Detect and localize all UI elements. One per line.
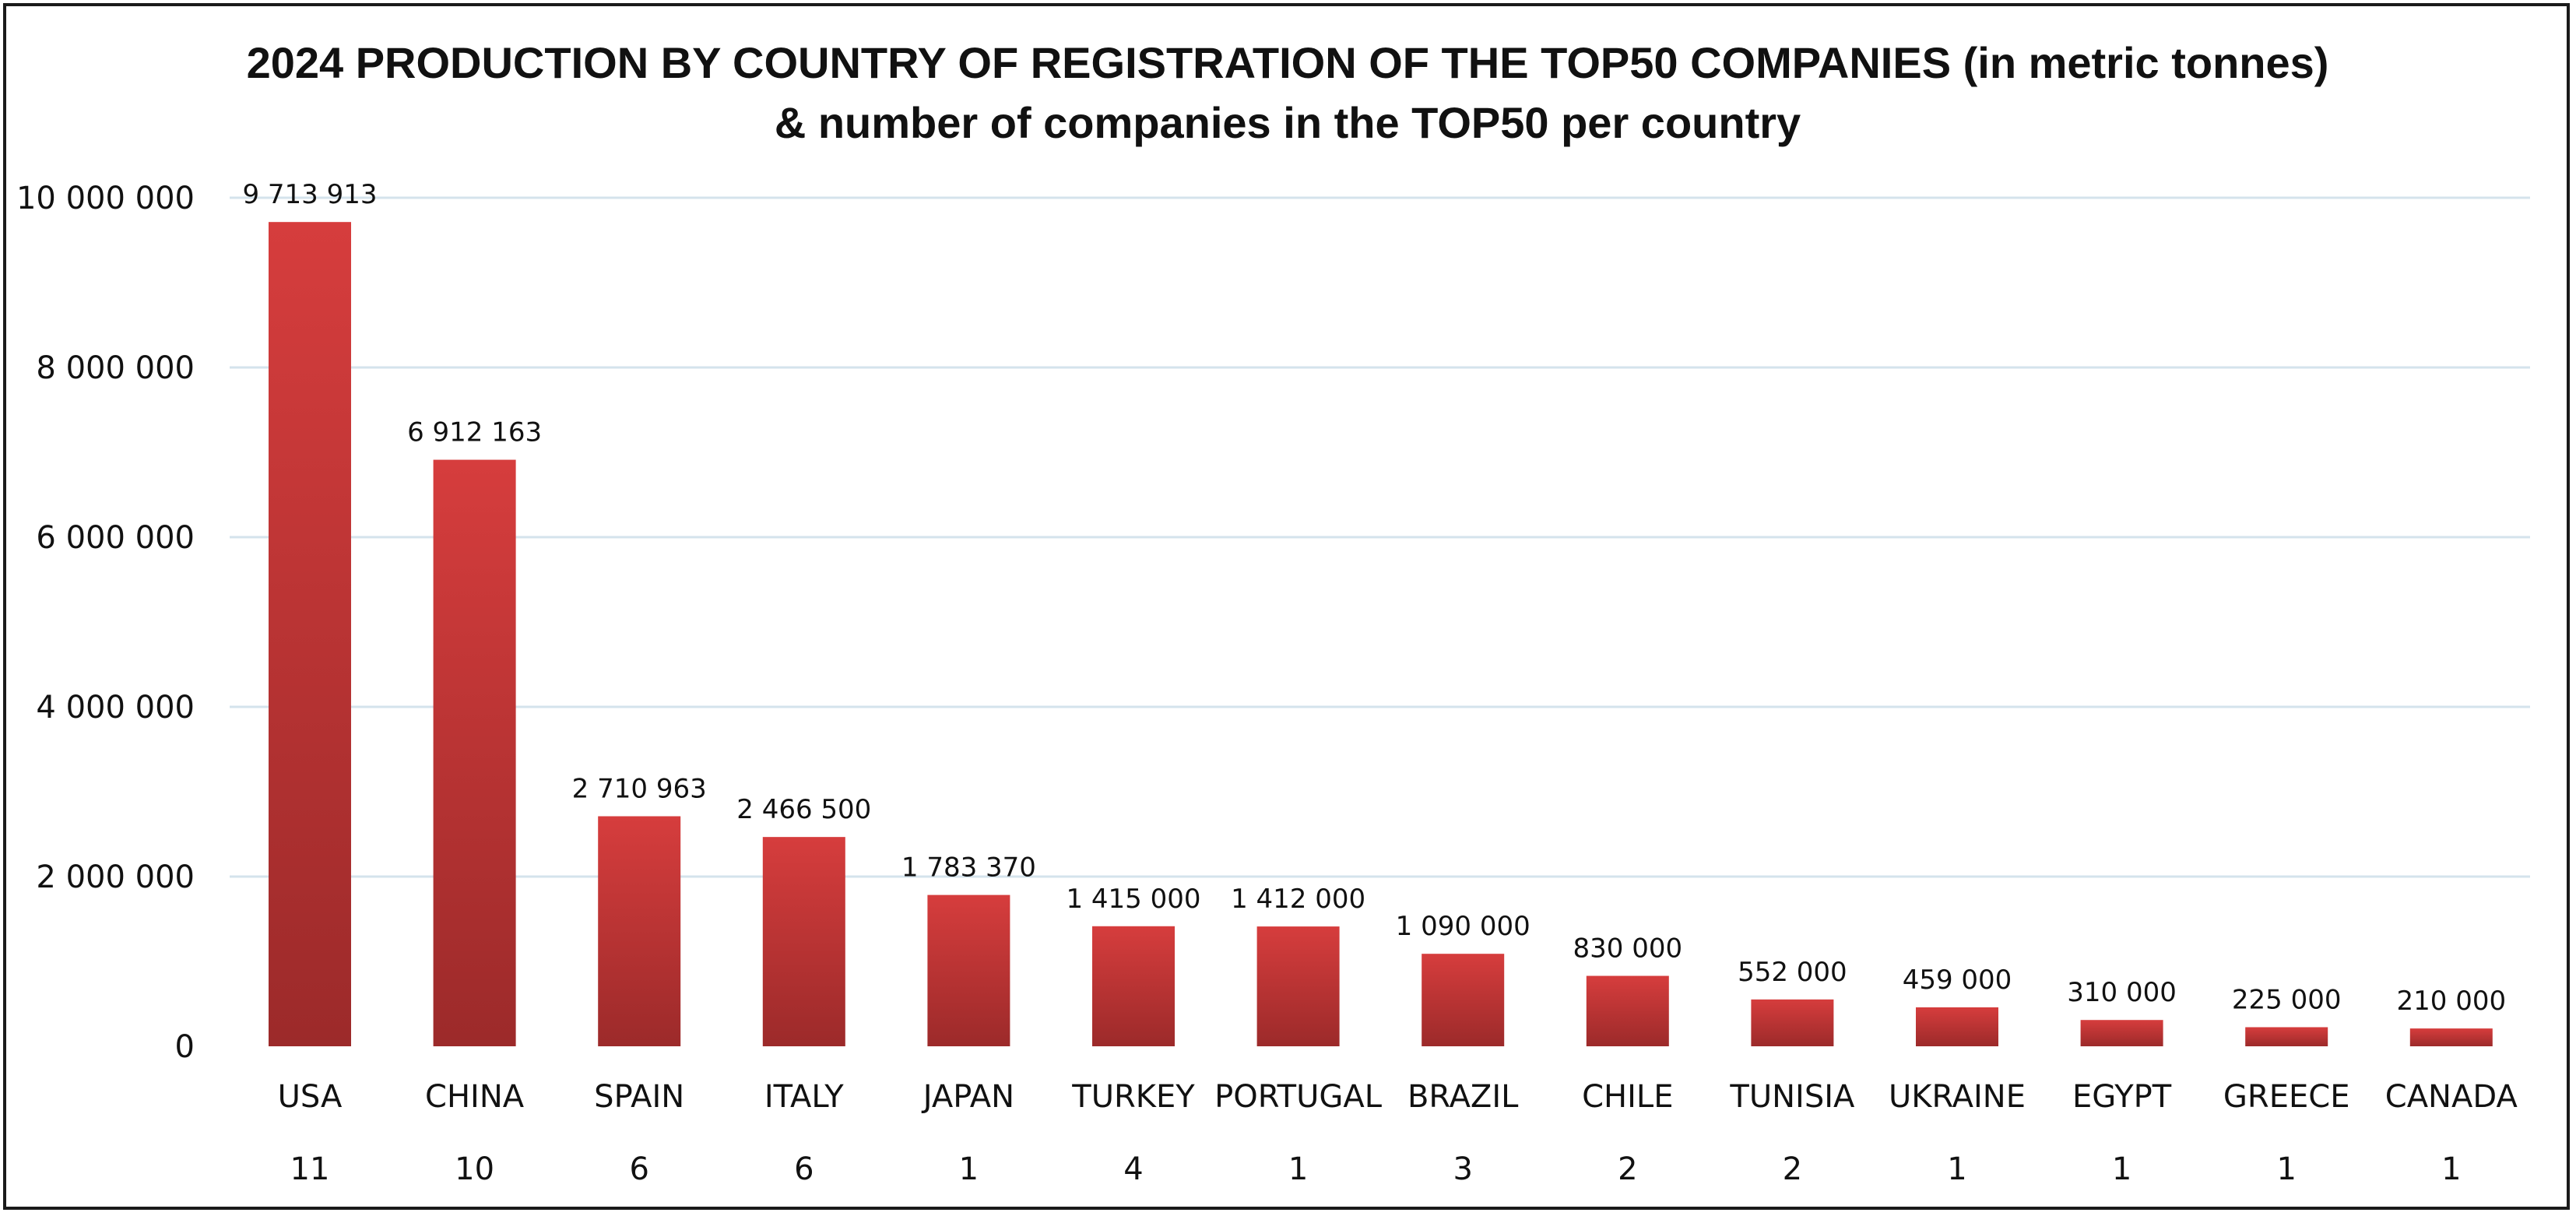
x-tick-label: CANADA [2385,1079,2518,1115]
data-label: 225 000 [2232,984,2342,1015]
x-tick-label: UKRAINE [1889,1079,2026,1115]
company-count-label: 1 [1947,1151,1966,1187]
data-label: 6 912 163 [407,417,542,448]
bar [1256,926,1340,1046]
data-label: 830 000 [1573,933,1682,965]
data-label: 2 466 500 [736,794,871,825]
data-label: 1 415 000 [1066,884,1200,915]
y-tick-label: 10 000 000 [16,181,195,216]
data-label: 1 783 370 [901,852,1036,884]
data-label: 210 000 [2396,986,2506,1017]
company-count-label: 10 [455,1151,494,1187]
y-tick-label: 8 000 000 [36,350,195,386]
company-count-label: 6 [794,1151,814,1187]
bar [1586,975,1669,1046]
data-label: 9 713 913 [242,179,377,210]
bar [1422,954,1505,1046]
bar [1092,926,1175,1046]
bar [762,837,845,1046]
x-tick-label: TUNISIA [1729,1079,1855,1115]
x-tick-label: EGYPT [2072,1079,2172,1115]
data-label: 1 412 000 [1231,884,1365,915]
bar [433,459,516,1046]
bar [2080,1020,2163,1046]
company-count-label: 2 [1783,1151,1802,1187]
company-count-label: 4 [1123,1151,1143,1187]
chart-title: 2024 PRODUCTION BY COUNTRY OF REGISTRATI… [247,38,2329,87]
company-count-label: 1 [2112,1151,2131,1187]
x-tick-label: CHINA [425,1079,525,1115]
bar [1751,999,1834,1046]
company-count-label: 6 [629,1151,648,1187]
company-count-label: 1 [959,1151,979,1187]
bars [269,222,2493,1046]
company-count-label: 11 [290,1151,330,1187]
x-tick-label: GREECE [2223,1079,2350,1115]
company-count-label: 3 [1453,1151,1472,1187]
y-axis-tick-labels: 0 2 000 000 4 000 000 6 000 000 8 000 000 10 … [16,181,195,1065]
company-count-label: 1 [1288,1151,1308,1187]
y-tick-label: 0 [175,1029,195,1065]
y-tick-label: 4 000 000 [36,690,195,726]
bar [2409,1028,2493,1046]
x-tick-label: BRAZIL [1407,1079,1519,1115]
x-axis-category-labels: USA CHINA SPAIN ITALY JAPAN TURKEY PORTUGAL BRA… [278,1079,2518,1115]
bar [269,222,351,1046]
data-label: 459 000 [1903,965,2012,996]
bar [927,894,1010,1046]
x-tick-label: PORTUGAL [1214,1079,1383,1115]
x-tick-label: CHILE [1582,1079,1673,1115]
x-tick-label: ITALY [764,1079,844,1115]
company-count-label: 1 [2276,1151,2296,1187]
x-tick-label: SPAIN [594,1079,684,1115]
data-label: 1 090 000 [1396,911,1530,942]
x-tick-label: TURKEY [1071,1079,1195,1115]
bar [2245,1027,2328,1046]
bar [1916,1007,1998,1046]
x-tick-label: USA [278,1079,343,1115]
bar [598,816,681,1046]
data-labels: 9 713 913 6 912 163 2 710 963 2 466 500 1 78… [242,179,2506,1017]
company-count-label: 2 [1618,1151,1637,1187]
chart-subtitle: & number of companies in the TOP50 per c… [775,98,1801,147]
x-tick-label: JAPAN [921,1079,1014,1115]
data-label: 552 000 [1738,957,1847,988]
company-count-label: 1 [2441,1151,2461,1187]
data-label: 2 710 963 [572,774,707,805]
data-label: 310 000 [2067,977,2177,1008]
y-tick-label: 6 000 000 [36,520,195,556]
y-tick-label: 2 000 000 [36,859,195,895]
company-count-labels: 11 10 6 6 1 4 1 3 2 2 1 1 1 1 [290,1151,2462,1187]
